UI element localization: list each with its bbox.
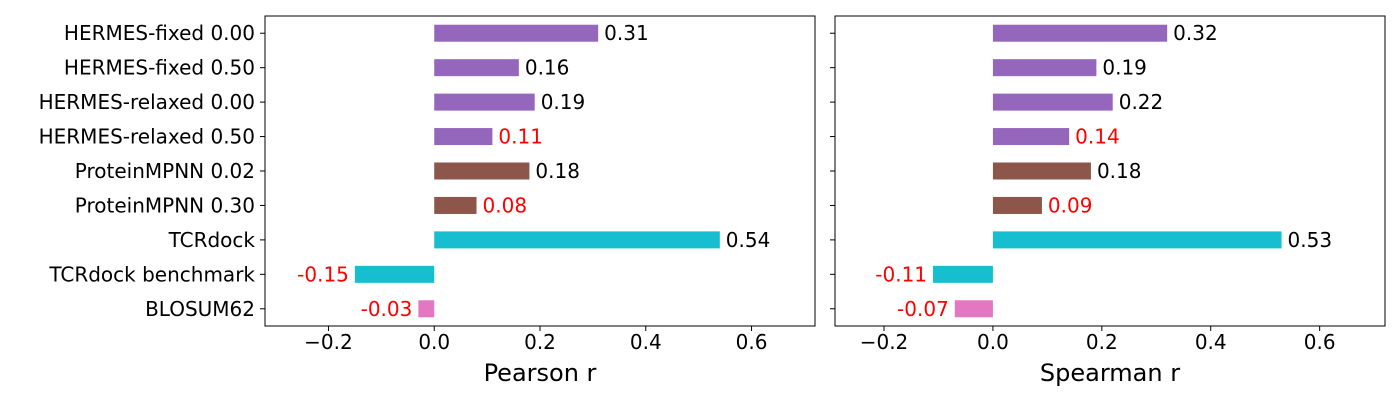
category-label: HERMES-fixed 0.50 (64, 56, 255, 80)
data-label: 0.31 (604, 21, 649, 45)
category-label: HERMES-fixed 0.00 (64, 21, 255, 45)
x-tick-label: 0.6 (1304, 330, 1336, 354)
data-label: 0.19 (541, 90, 586, 114)
bar (992, 162, 1091, 180)
category-label: HERMES-relaxed 0.50 (39, 125, 255, 149)
category-label: ProteinMPNN 0.02 (75, 159, 255, 183)
bar (354, 265, 435, 283)
data-label: 0.11 (498, 125, 543, 149)
bar (434, 24, 599, 42)
bar (992, 231, 1282, 249)
x-axis-label: Spearman r (1040, 359, 1180, 387)
bar (933, 265, 993, 283)
bar (434, 93, 535, 111)
data-label: 0.19 (1102, 56, 1147, 80)
bar (992, 196, 1042, 214)
category-label: TCRdock benchmark (48, 262, 255, 286)
data-label: 0.09 (1048, 193, 1093, 217)
bar (954, 300, 993, 318)
data-label: 0.18 (535, 159, 580, 183)
bar (434, 59, 519, 77)
data-label: 0.22 (1119, 90, 1164, 114)
x-axis-label: Pearson r (484, 359, 597, 387)
data-label: -0.11 (875, 262, 927, 286)
bar (992, 93, 1113, 111)
category-label: ProteinMPNN 0.30 (75, 193, 255, 217)
x-tick-label: 0.2 (524, 330, 556, 354)
category-label: HERMES-relaxed 0.00 (39, 90, 255, 114)
data-label: -0.15 (297, 262, 349, 286)
bar (418, 300, 435, 318)
bar (992, 128, 1070, 146)
x-tick-label: −0.2 (304, 330, 353, 354)
data-label: 0.53 (1288, 228, 1333, 252)
x-tick-label: 0.0 (977, 330, 1009, 354)
data-label: -0.03 (361, 297, 413, 321)
bar (992, 59, 1097, 77)
data-label: 0.54 (726, 228, 771, 252)
bar (992, 24, 1168, 42)
bar (434, 162, 530, 180)
data-label: 0.16 (525, 56, 570, 80)
x-tick-label: 0.0 (418, 330, 450, 354)
x-tick-label: 0.2 (1086, 330, 1118, 354)
x-tick-label: 0.4 (1195, 330, 1227, 354)
x-tick-label: 0.6 (736, 330, 768, 354)
x-tick-label: 0.4 (630, 330, 662, 354)
category-label: BLOSUM62 (145, 297, 255, 321)
bar (434, 128, 493, 146)
data-label: 0.14 (1075, 125, 1120, 149)
x-tick-label: −0.2 (860, 330, 909, 354)
category-label: TCRdock (168, 228, 256, 252)
data-label: 0.08 (483, 193, 528, 217)
data-label: 0.32 (1173, 21, 1218, 45)
chart-panel-1: HERMES-fixed 0.00 HERMES-fixed 0.50 HERMES… (39, 15, 816, 387)
data-label: -0.07 (897, 297, 949, 321)
bar (434, 196, 477, 214)
data-label: 0.18 (1097, 159, 1142, 183)
bar (434, 231, 720, 249)
chart-panel-2: −0.2 0.0 0.2 0.4 0.6 Spearman r 0.32 0.19 0.22 0.… (830, 15, 1386, 387)
